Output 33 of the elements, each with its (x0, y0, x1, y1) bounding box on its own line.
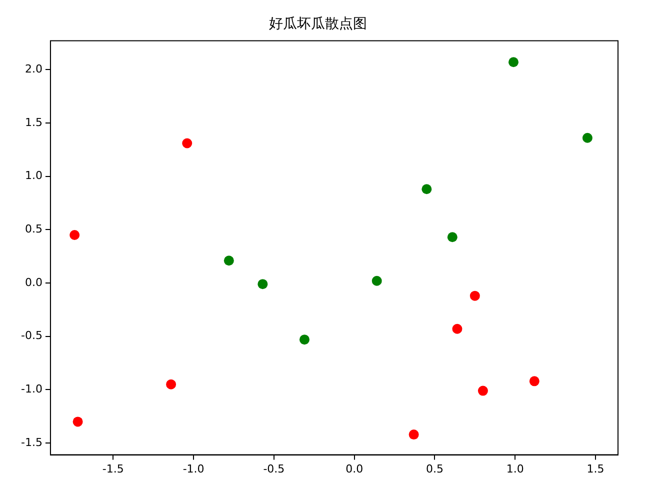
y-tick-label: -1.5 (20, 436, 42, 449)
point (529, 376, 540, 386)
y-tick-label: 2.0 (24, 62, 42, 76)
point (478, 386, 488, 396)
point (422, 184, 432, 194)
point (408, 430, 419, 440)
y-tick-label: -0.5 (20, 329, 42, 342)
y-tick-label: 1.0 (24, 169, 42, 182)
point (72, 416, 83, 427)
x-tick-label: 1.5 (586, 462, 604, 476)
y-tick-label: 1.5 (24, 116, 42, 129)
point (470, 290, 480, 301)
chart-title: 好瓜坏瓜散点图 (269, 16, 367, 32)
point (299, 334, 310, 345)
point (372, 276, 382, 286)
point (166, 379, 176, 390)
y-tick-label: -1.0 (20, 382, 42, 396)
point (508, 57, 518, 68)
y-tick-label: 0.0 (24, 276, 42, 289)
point (447, 232, 458, 242)
point (452, 324, 462, 334)
x-tick-label: 1.0 (506, 462, 524, 476)
point (182, 138, 192, 148)
point (582, 132, 592, 143)
point (70, 230, 80, 240)
point (258, 279, 268, 290)
x-tick-label: 0.5 (426, 462, 444, 476)
x-tick-label: -1.0 (182, 462, 204, 476)
x-tick-label: 0.0 (346, 462, 364, 476)
y-tick-label: 0.5 (24, 222, 42, 236)
x-tick-label: -0.5 (263, 462, 285, 476)
point (224, 256, 234, 266)
x-tick-label: -1.5 (102, 462, 124, 476)
